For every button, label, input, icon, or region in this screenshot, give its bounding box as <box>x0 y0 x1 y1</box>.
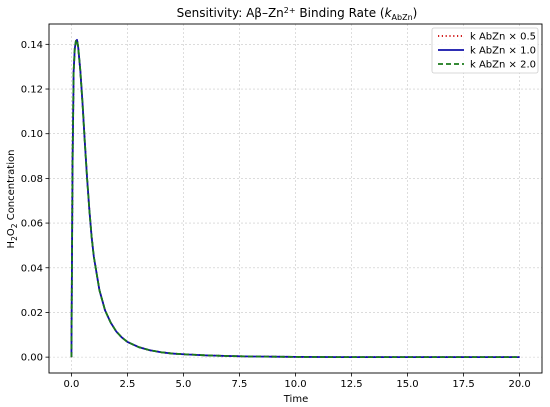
x-tick-label: 5.0 <box>176 379 192 390</box>
chart-title-close: ) <box>413 6 418 20</box>
legend-label-1: k AbZn × 0.5 <box>470 32 536 43</box>
legend: k AbZn × 0.5 k AbZn × 1.0 k AbZn × 2.0 <box>431 27 539 74</box>
chart-title-tail: Binding Rate ( <box>296 6 385 20</box>
chart-title-k: k <box>385 6 393 20</box>
x-tick-label: 15.0 <box>396 379 418 390</box>
legend-items: k AbZn × 0.5 k AbZn × 1.0 k AbZn × 2.0 <box>438 32 536 71</box>
x-axis-ticks: 0.0 2.5 5.0 7.5 10.0 12.5 15.0 17.5 20.0 <box>63 373 531 390</box>
y-tick-label: 0.06 <box>21 219 43 230</box>
x-tick-label: 2.5 <box>119 379 135 390</box>
y-tick-label: 0.12 <box>21 85 43 96</box>
x-tick-label: 12.5 <box>340 379 362 390</box>
x-tick-label: 20.0 <box>508 379 530 390</box>
chart-title-main: Sensitivity: Aβ–Zn <box>177 6 284 20</box>
x-tick-label: 7.5 <box>232 379 248 390</box>
y-tick-label: 0.00 <box>21 353 43 364</box>
x-axis-label: Time <box>283 394 308 405</box>
x-tick-label: 0.0 <box>63 379 79 390</box>
y-axis-label-h: H <box>6 241 17 249</box>
y-tick-label: 0.08 <box>21 174 43 185</box>
legend-box <box>431 27 539 74</box>
grid-layer <box>49 24 542 373</box>
y-axis-label: H2O2 Concentration <box>6 150 19 249</box>
x-tick-label: 17.5 <box>452 379 474 390</box>
chart-title: Sensitivity: Aβ–Zn2+ Binding Rate (kAbZn… <box>177 6 418 22</box>
legend-label-3: k AbZn × 2.0 <box>470 60 536 71</box>
y-axis-label-sub1: 2 <box>10 236 19 241</box>
y-axis-label-sub2: 2 <box>10 223 19 228</box>
chart-title-superscript: 2+ <box>284 6 296 15</box>
series-layer <box>70 38 520 359</box>
y-tick-label: 0.10 <box>21 129 43 140</box>
y-tick-label: 0.14 <box>21 40 43 51</box>
y-axis-label-tail: Concentration <box>6 150 17 224</box>
legend-label-2: k AbZn × 1.0 <box>470 46 536 57</box>
y-axis-label-o: O <box>6 228 17 236</box>
y-tick-label: 0.02 <box>21 308 43 319</box>
chart-title-subscript: AbZn <box>392 13 413 22</box>
series-line-3 <box>70 38 520 359</box>
y-axis-ticks: 0.00 0.02 0.04 0.06 0.08 0.10 0.12 0.14 <box>21 40 49 364</box>
x-tick-label: 10.0 <box>284 379 306 390</box>
y-tick-label: 0.04 <box>21 263 43 274</box>
